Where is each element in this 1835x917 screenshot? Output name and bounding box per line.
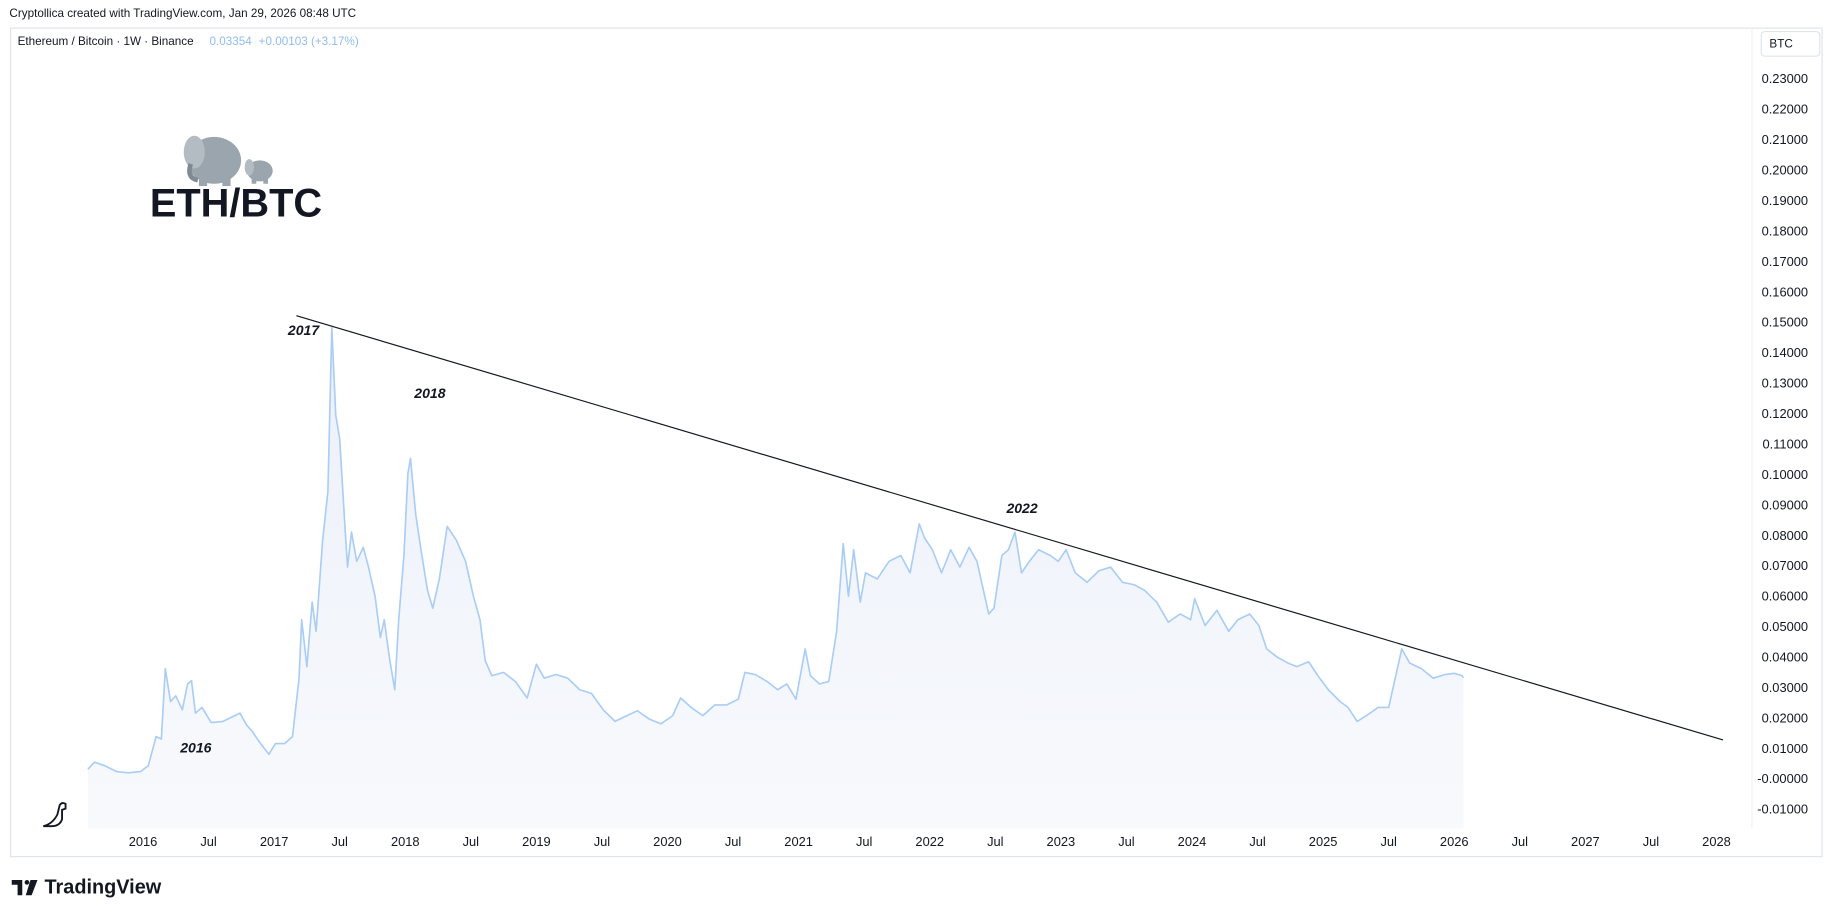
y-tick-label: 0.11000 <box>1763 436 1809 451</box>
x-tick-label: 2020 <box>653 834 682 849</box>
x-tick-label: 2028 <box>1702 834 1731 849</box>
currency-label: BTC <box>1769 38 1792 51</box>
y-tick-label: 0.07000 <box>1762 558 1808 573</box>
x-tick-label: 2025 <box>1309 834 1338 849</box>
y-tick-label: 0.21000 <box>1762 132 1808 147</box>
y-tick-label: 0.23000 <box>1762 71 1808 86</box>
price-line <box>87 326 1465 774</box>
y-tick-label: 0.17000 <box>1762 254 1808 269</box>
y-tick-label: 0.05000 <box>1762 619 1808 634</box>
attribution: Cryptollica created with TradingView.com… <box>9 7 356 20</box>
x-tick-label: Jul <box>856 834 872 849</box>
tradingview-logo <box>11 880 38 896</box>
plot-area: 0.23000 0.22000 0.21000 0.20000 0.19000 0.180… <box>87 71 1809 849</box>
x-tick-label: 2021 <box>784 834 813 849</box>
x-tick-label: Jul <box>594 834 610 849</box>
dino-icon <box>43 802 67 828</box>
x-tick-label: 2023 <box>1047 834 1076 849</box>
y-tick-label: 0.08000 <box>1762 528 1808 543</box>
price-change: +0.00103 (+3.17%) <box>259 35 359 48</box>
x-tick-label: 2016 <box>129 834 158 849</box>
y-tick-label: 0.06000 <box>1762 589 1808 604</box>
x-tick-label: 2019 <box>522 834 551 849</box>
last-price: 0.03354 <box>210 35 253 48</box>
area-fill <box>87 327 1464 829</box>
x-tick-label: 2027 <box>1571 834 1600 849</box>
chart-frame <box>9 27 1823 858</box>
x-tick-label: 2026 <box>1440 834 1469 849</box>
trend-line <box>296 315 1724 741</box>
brand: TradingView <box>45 876 162 898</box>
x-tick-label: 2017 <box>260 834 289 849</box>
x-tick-label: Jul <box>463 834 479 849</box>
y-tick-label: 0.13000 <box>1762 376 1808 391</box>
x-tick-label: Jul <box>987 834 1003 849</box>
x-tick-label: 2024 <box>1178 834 1207 849</box>
x-tick-label: Jul <box>200 834 216 849</box>
annotation: 2018 <box>413 385 445 401</box>
x-tick-label: Jul <box>725 834 741 849</box>
y-tick-label: 0.01000 <box>1762 741 1808 756</box>
y-tick-label: 0.15000 <box>1762 315 1808 330</box>
y-tick-label: 0.22000 <box>1762 102 1808 117</box>
x-tick-label: Jul <box>1118 834 1134 849</box>
y-tick-label: 0.18000 <box>1762 223 1808 238</box>
y-tick-label: 0.03000 <box>1762 680 1808 695</box>
annotation: 2022 <box>1005 500 1037 516</box>
currency-button[interactable] <box>1760 31 1821 57</box>
y-tick-label: 0.14000 <box>1762 345 1808 360</box>
x-tick-label: Jul <box>331 834 347 849</box>
y-tick-label: 0.09000 <box>1762 497 1808 512</box>
chart-title: ETH/BTC <box>150 181 322 225</box>
y-tick-label: 0.12000 <box>1762 406 1808 421</box>
x-tick-label: Jul <box>1512 834 1528 849</box>
y-tick-label: 0.16000 <box>1762 284 1808 299</box>
y-tick-label: 0.10000 <box>1762 467 1808 482</box>
annotation: 2016 <box>179 740 211 756</box>
x-tick-label: Jul <box>1380 834 1396 849</box>
elephant-icon <box>183 135 273 187</box>
y-tick-label: -0.00000 <box>1757 771 1808 786</box>
y-tick-label: 0.02000 <box>1762 710 1808 725</box>
symbol-legend: Ethereum / Bitcoin · 1W · Binance <box>18 35 194 48</box>
y-tick-label: 0.20000 <box>1762 163 1808 178</box>
y-tick-label: 0.19000 <box>1762 193 1808 208</box>
x-tick-label: Jul <box>1643 834 1659 849</box>
x-tick-label: 2018 <box>391 834 420 849</box>
y-tick-label: -0.01000 <box>1757 802 1808 817</box>
x-tick-label: 2022 <box>915 834 944 849</box>
y-tick-label: 0.04000 <box>1762 649 1808 664</box>
x-tick-label: Jul <box>1249 834 1265 849</box>
annotation: 2017 <box>287 322 320 338</box>
